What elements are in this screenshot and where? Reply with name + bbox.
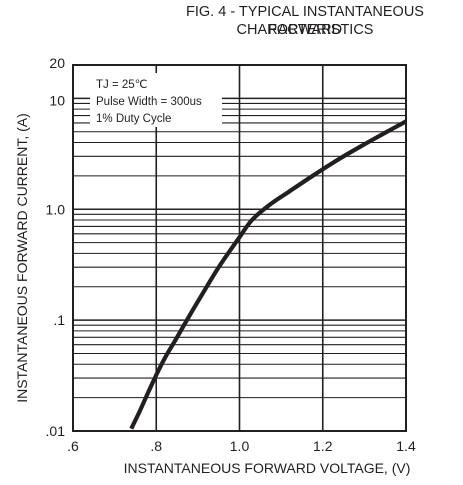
y-tick-label: 20 bbox=[49, 55, 65, 71]
y-tick-label: 1.0 bbox=[46, 201, 66, 217]
x-tick-label: .8 bbox=[150, 438, 162, 454]
chart-title-line-1: FIG. 4 - TYPICAL INSTANTANEOUS FORWARD bbox=[186, 4, 424, 38]
legend-tj: TJ = 25℃ bbox=[96, 79, 148, 91]
forward-current-curve bbox=[129, 119, 408, 430]
grid-lines bbox=[72, 64, 407, 431]
legend-pulse-width: Pulse Width = 300us bbox=[96, 96, 202, 108]
tick-labels: .6 .8 1.0 1.2 1.4 .01 .1 1.0 10 20 bbox=[46, 55, 416, 454]
legend-box: TJ = 25℃ Pulse Width = 300us 1% Duty Cyc… bbox=[90, 73, 222, 127]
x-tick-label: 1.4 bbox=[396, 438, 416, 454]
x-tick-label: 1.2 bbox=[313, 438, 333, 454]
y-tick-label: .1 bbox=[53, 312, 65, 328]
legend-duty-cycle: 1% Duty Cycle bbox=[96, 113, 171, 125]
plot-frame bbox=[72, 64, 407, 432]
x-tick-label: .6 bbox=[67, 438, 79, 454]
chart-title-line-2: CHARACTERISTICS bbox=[236, 22, 374, 38]
legend-background bbox=[90, 73, 222, 127]
y-tick-label: 10 bbox=[49, 92, 65, 108]
x-tick-label: 1.0 bbox=[230, 438, 250, 454]
x-axis-label: INSTANTANEOUS FORWARD VOLTAGE, (V) bbox=[123, 460, 411, 476]
y-tick-label: .01 bbox=[46, 423, 66, 439]
